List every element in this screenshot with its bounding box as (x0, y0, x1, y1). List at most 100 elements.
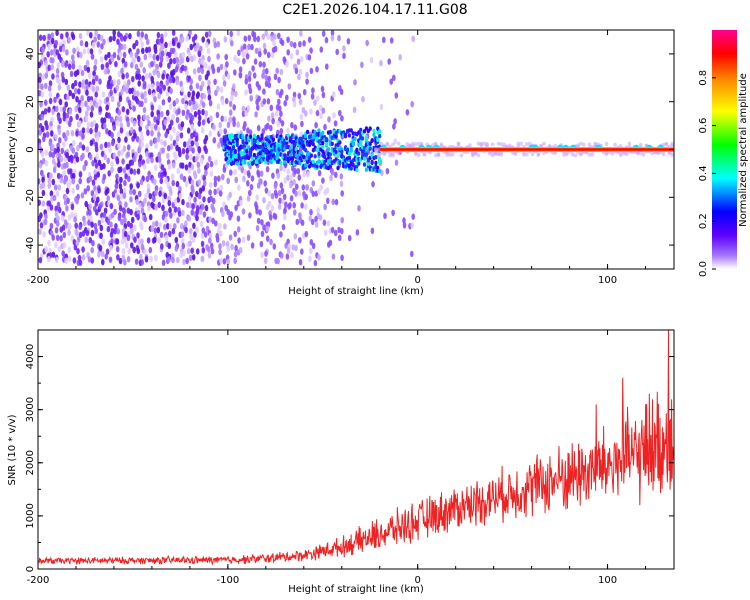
heatmap-cell (280, 187, 285, 195)
heatmap-cell (168, 223, 173, 230)
heatmap-cell (98, 47, 102, 55)
heatmap-cell (73, 244, 78, 251)
heatmap-cell (391, 151, 395, 156)
heatmap-cell (253, 35, 257, 43)
heatmap-cell (228, 214, 232, 221)
heatmap-cell (155, 54, 160, 62)
heatmap-cell (161, 99, 166, 106)
heatmap-cell (51, 178, 56, 186)
heatmap-cell (237, 237, 241, 244)
heatmap-cell (270, 51, 275, 59)
heatmap-cell (323, 123, 327, 131)
heatmap-cell (41, 46, 45, 53)
heatmap-cell (414, 152, 418, 156)
heatmap-cell (141, 75, 145, 82)
heatmap-cell (244, 89, 248, 96)
heatmap-cell (65, 161, 69, 169)
heatmap-cell (124, 173, 128, 180)
heatmap-cell (255, 194, 259, 201)
heatmap-cell (259, 170, 264, 177)
heatmap-cell (247, 75, 252, 83)
heatmap-cell (38, 61, 42, 69)
heatmap-cell (140, 141, 145, 148)
heatmap-cell (256, 35, 261, 43)
heatmap-cell (496, 152, 501, 156)
heatmap-cell (233, 257, 237, 264)
heatmap-cell (283, 153, 287, 158)
heatmap-cell (67, 36, 72, 44)
heatmap-cell (300, 248, 304, 255)
heatmap-cell (85, 59, 90, 67)
heatmap-cell (140, 41, 144, 48)
heatmap-cell (143, 215, 147, 223)
heatmap-cell (107, 112, 111, 119)
heatmap-cell (508, 143, 512, 148)
heatmap-cell (167, 256, 171, 263)
heatmap-cell (116, 38, 120, 45)
heatmap-cell (226, 209, 231, 216)
heatmap-cell (267, 81, 272, 89)
heatmap-cell (242, 175, 246, 182)
heatmap-cell (347, 234, 352, 242)
heatmap-cell (378, 159, 382, 165)
heatmap-cell (140, 207, 145, 214)
heatmap-cell (204, 74, 209, 81)
heatmap-cell (249, 95, 253, 102)
heatmap-cell (95, 135, 100, 142)
heatmap-cell (436, 152, 441, 157)
heatmap-cell (286, 127, 290, 134)
heatmap-cell (121, 106, 126, 113)
x-tick-label: -100 (216, 275, 239, 286)
heatmap-cell (236, 30, 241, 37)
heatmap-cell (317, 188, 321, 195)
heatmap-cell (224, 53, 228, 61)
heatmap-cell (326, 147, 331, 152)
heatmap-cell (218, 243, 222, 250)
heatmap-cell (374, 147, 378, 152)
heatmap-cell (181, 242, 186, 250)
heatmap-cell (86, 127, 90, 134)
heatmap-cell (110, 166, 114, 174)
heatmap-cell (265, 166, 270, 173)
heatmap-cell (496, 141, 501, 146)
heatmap-cell (144, 33, 148, 40)
heatmap-cell (270, 193, 275, 200)
heatmap-cell (331, 91, 336, 98)
heatmap-cell (94, 162, 99, 169)
heatmap-cell (44, 149, 49, 156)
heatmap-cell (133, 236, 137, 243)
heatmap-cell (311, 190, 316, 197)
heatmap-cell (223, 128, 227, 135)
heatmap-cell (286, 49, 291, 56)
heatmap-cell (64, 78, 69, 86)
heatmap-cell (92, 70, 96, 77)
heatmap-cell (118, 257, 123, 265)
heatmap-cell (118, 205, 123, 212)
heatmap-cell (282, 193, 287, 200)
heatmap-cell (205, 162, 210, 169)
heatmap-cell (201, 203, 205, 210)
heatmap-cell (295, 183, 299, 190)
snr-series-line (38, 330, 674, 566)
heatmap-cell (410, 250, 414, 258)
heatmap-cell (61, 224, 66, 231)
heatmap-cell (142, 163, 147, 170)
heatmap-cell (94, 227, 98, 235)
heatmap-cell (182, 250, 186, 257)
heatmap-cell (66, 197, 70, 204)
heatmap-cell (75, 113, 79, 121)
heatmap-cell (269, 134, 274, 140)
heatmap-cell (134, 258, 139, 265)
heatmap-cell (75, 69, 80, 76)
heatmap-cell (286, 168, 291, 175)
heatmap-axes: -200 -100 0 100 40 20 0 -20 -40 (25, 30, 674, 286)
heatmap-cell (330, 226, 335, 234)
heatmap-cell (379, 60, 383, 67)
heatmap-cell (188, 240, 192, 247)
heatmap-cell (55, 234, 60, 241)
heatmap-cell (81, 246, 85, 253)
heatmap-cell (91, 179, 96, 186)
heatmap-cell (198, 57, 202, 65)
heatmap-cell (88, 153, 93, 161)
heatmap-cell (190, 140, 195, 147)
